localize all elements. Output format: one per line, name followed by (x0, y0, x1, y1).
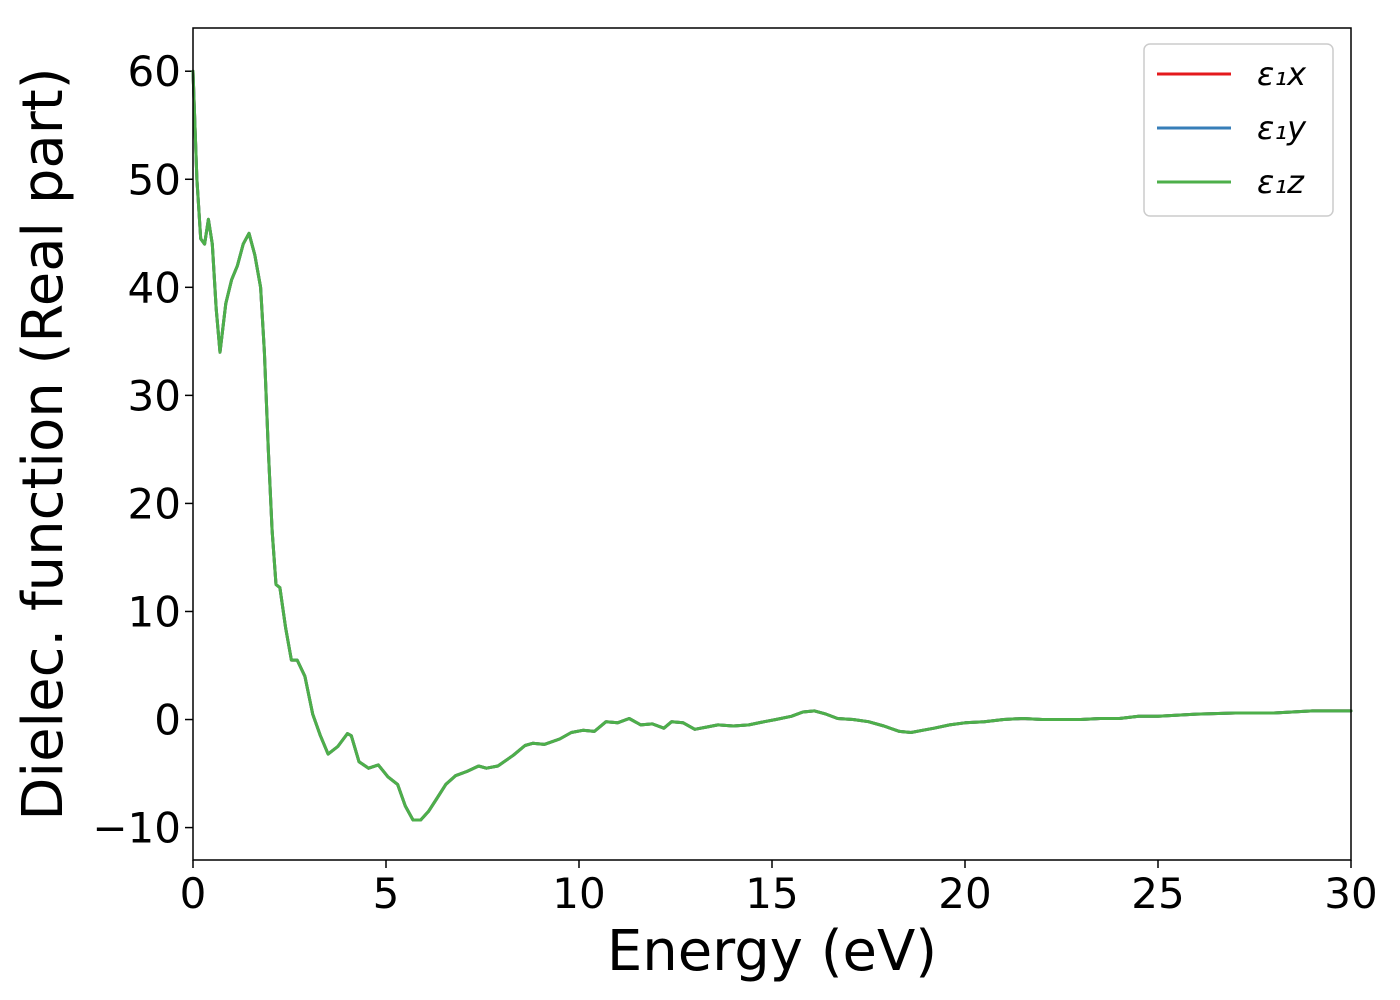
y-axis-ticks: −10 0 10 20 30 40 50 60 (92, 47, 193, 853)
x-tick-label: 0 (180, 869, 207, 918)
series-line-3 (191, 69, 1353, 822)
legend: ε₁x ε₁y ε₁z (1143, 43, 1334, 217)
y-axis-title: Dielec. function (Real part) (11, 67, 76, 820)
x-axis-ticks: 0 5 10 15 20 25 30 (180, 860, 1378, 918)
y-tick-label: −10 (92, 804, 181, 853)
x-tick-label: 20 (938, 869, 991, 918)
plot-frame (192, 27, 1352, 861)
x-axis-title: Energy (eV) (607, 919, 937, 984)
legend-label: ε₁z (1257, 163, 1305, 201)
y-tick-label: 40 (128, 263, 181, 312)
legend-label: ε₁y (1257, 109, 1307, 147)
legend-label: ε₁x (1257, 55, 1307, 93)
series-lines (191, 69, 1353, 822)
y-tick-label: 0 (154, 696, 181, 745)
x-tick-label: 5 (373, 869, 400, 918)
x-tick-label: 25 (1131, 869, 1184, 918)
x-tick-label: 10 (552, 869, 605, 918)
y-tick-label: 60 (128, 47, 181, 96)
y-tick-label: 30 (128, 371, 181, 420)
y-tick-label: 50 (128, 155, 181, 204)
x-tick-label: 30 (1324, 869, 1377, 918)
legend-box (1143, 43, 1334, 217)
y-tick-label: 10 (128, 587, 181, 636)
y-tick-label: 20 (128, 479, 181, 528)
x-tick-label: 15 (745, 869, 798, 918)
